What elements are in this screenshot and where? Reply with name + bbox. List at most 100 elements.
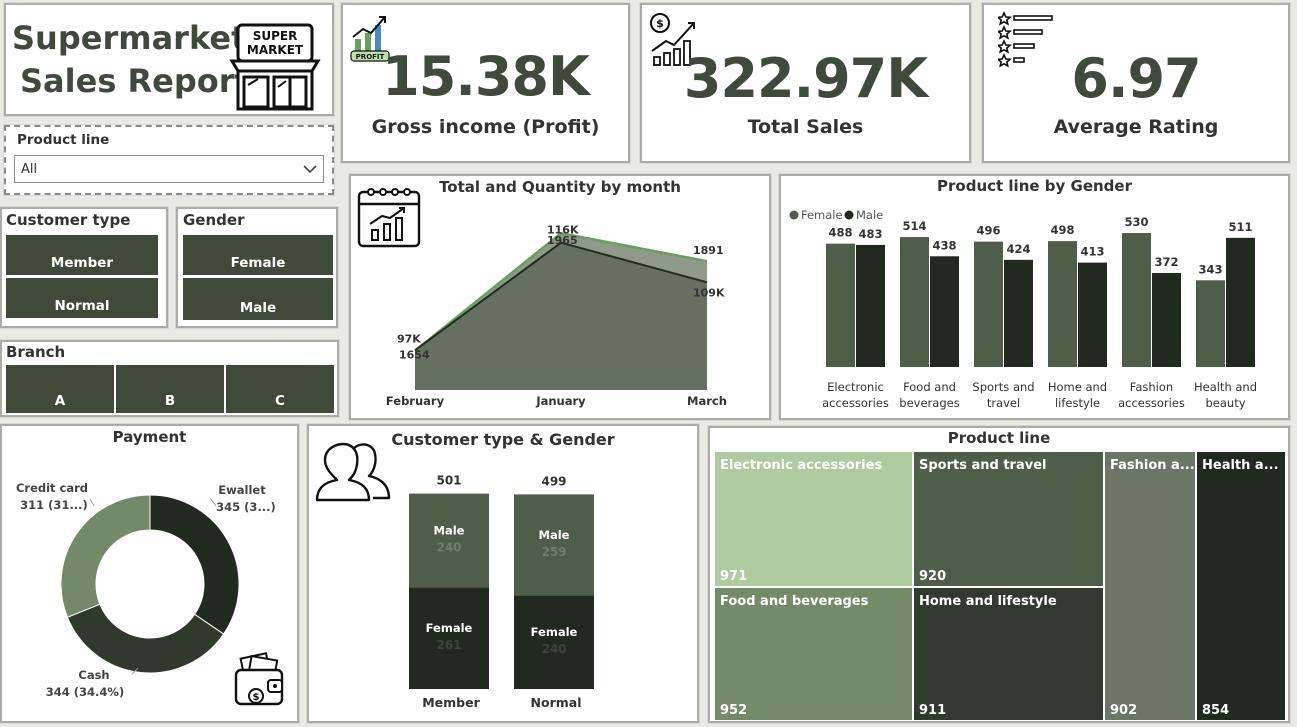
gender-bar bbox=[974, 241, 1003, 367]
gender-bar bbox=[1226, 237, 1255, 367]
report-title-line2: Sales Report bbox=[20, 62, 250, 101]
treemap-tile[interactable]: Health a... 854 bbox=[1197, 452, 1285, 720]
report-title-line1: Supermarket bbox=[12, 19, 247, 57]
gender-bar bbox=[1152, 272, 1181, 367]
stacked-bar-segment bbox=[409, 587, 489, 689]
treemap-tile[interactable]: Fashion a... 902 bbox=[1105, 452, 1195, 720]
product-line-slicer-title: Product line bbox=[17, 132, 110, 148]
average-rating-label: Average Rating bbox=[1053, 116, 1219, 138]
total-sales-value: 322.97K bbox=[683, 47, 928, 110]
gender-bar bbox=[1122, 233, 1151, 367]
bar-data-label: 413 bbox=[1080, 245, 1104, 259]
svg-text:MARKET: MARKET bbox=[247, 43, 304, 57]
treemap-tile[interactable]: Home and lifestyle 911 bbox=[914, 588, 1103, 720]
svg-text:$: $ bbox=[656, 17, 664, 30]
branch-option-a[interactable]: A bbox=[6, 365, 114, 413]
customer-type-option-normal[interactable]: Normal bbox=[6, 278, 158, 318]
chevron-down-icon bbox=[303, 165, 317, 174]
segment-value-label: 259 bbox=[541, 545, 566, 559]
segment-series-label: Male bbox=[539, 528, 570, 542]
segment-value-label: 240 bbox=[436, 540, 461, 554]
leader-line bbox=[209, 497, 217, 507]
total-data-label: 97K bbox=[397, 332, 421, 345]
product-line-treemap: Product line Electronic accessories 971 Fo… bbox=[708, 426, 1290, 723]
sales-growth-icon: $ bbox=[650, 13, 695, 66]
payment-title: Payment bbox=[112, 428, 187, 446]
category-tick-label: travel bbox=[987, 396, 1020, 410]
product-line-selected-value: All bbox=[21, 162, 38, 177]
treemap-tile-value: 971 bbox=[720, 569, 748, 584]
stacked-bar-segment bbox=[514, 494, 594, 596]
customer-gender-plot: Female 261 Male 240 501 Member Female 240 Male 25… bbox=[409, 474, 594, 710]
kpi-card-total-sales: $ 322.97K Total Sales bbox=[640, 3, 971, 163]
quantity-data-label: 1891 bbox=[693, 244, 724, 257]
payment-slice bbox=[60, 494, 151, 618]
segment-series-label: Male bbox=[434, 523, 465, 537]
quantity-data-label: 1965 bbox=[547, 234, 578, 247]
gender-bar bbox=[900, 237, 929, 367]
treemap-tile-label: Home and lifestyle bbox=[919, 594, 1057, 609]
treemap-tile[interactable]: Electronic accessories 971 bbox=[715, 452, 912, 586]
month-area-chart: Total and Quantity by month 97K 1654 Febru… bbox=[349, 174, 771, 420]
category-tick-label: accessories bbox=[1118, 396, 1185, 410]
gender-bar bbox=[1196, 280, 1225, 367]
segment-value-label: 240 bbox=[541, 642, 566, 656]
report-title: Supermarket Sales Report bbox=[12, 17, 250, 103]
payment-slice-value: 345 (3...) bbox=[216, 500, 276, 514]
treemap-tile-value: 911 bbox=[919, 703, 947, 718]
payment-slice-value: 311 (31...) bbox=[20, 498, 88, 512]
payment-slice-label: Credit card bbox=[16, 481, 88, 495]
treemap-tile[interactable]: Sports and travel 920 bbox=[914, 452, 1103, 586]
customer-type-tick-label: Normal bbox=[531, 695, 582, 710]
payment-slice-value: 344 (34.4%) bbox=[46, 685, 124, 699]
payment-donut-chart: Payment Ewallet 345 (3...) Cash 344 (34.4%)… bbox=[0, 424, 299, 723]
gender-option-female[interactable]: Female bbox=[183, 235, 333, 275]
customer-type-tick-label: Member bbox=[422, 695, 480, 710]
legend-label: Male bbox=[856, 208, 883, 222]
gender-product-title: Product line by Gender bbox=[937, 177, 1132, 195]
branch-option-c[interactable]: C bbox=[226, 365, 334, 413]
treemap-tile-value: 952 bbox=[720, 703, 748, 718]
category-tick-label: Home and bbox=[1048, 380, 1107, 394]
gender-bar bbox=[826, 243, 855, 367]
legend-label: Female bbox=[801, 208, 843, 222]
product-line-dropdown[interactable]: All bbox=[14, 155, 324, 183]
category-tick-label: Fashion bbox=[1130, 380, 1173, 394]
gender-bar bbox=[930, 256, 959, 367]
svg-text:$: $ bbox=[253, 692, 260, 703]
treemap-area: Electronic accessories 971 Food and bevera… bbox=[715, 452, 1285, 720]
gender-bar bbox=[1048, 241, 1077, 367]
svg-text:PROFIT: PROFIT bbox=[356, 53, 385, 61]
treemap-tile-value: 854 bbox=[1202, 703, 1230, 718]
leader-line bbox=[131, 667, 139, 675]
gender-bar bbox=[1078, 262, 1107, 367]
total-data-label: 116K bbox=[547, 224, 579, 237]
branch-slicer-title: Branch bbox=[6, 343, 66, 361]
bar-data-label: 498 bbox=[1050, 223, 1074, 237]
total-data-label: 109K bbox=[693, 286, 725, 299]
wallet-icon: $ bbox=[234, 652, 284, 706]
report-title-card: Supermarket Sales Report SUPER MARKET bbox=[4, 3, 334, 116]
month-tick-label: January bbox=[535, 394, 586, 408]
gender-option-male[interactable]: Male bbox=[183, 278, 333, 320]
treemap-tile-value: 902 bbox=[1110, 703, 1138, 718]
gender-slicer: Gender Female Male bbox=[176, 207, 338, 328]
legend-marker bbox=[844, 210, 854, 220]
total-sales-label: Total Sales bbox=[747, 116, 864, 138]
calendar-growth-icon bbox=[357, 188, 421, 248]
bar-data-label: 483 bbox=[858, 227, 882, 241]
gender-product-plot: Female Male 488 483 Electronic accessories 514… bbox=[789, 208, 1257, 410]
customer-type-option-member[interactable]: Member bbox=[6, 235, 158, 275]
branch-slicer: Branch A B C bbox=[0, 340, 339, 417]
gender-bar bbox=[856, 244, 885, 367]
month-tick-label: March bbox=[687, 394, 727, 408]
treemap-tile[interactable]: Food and beverages 952 bbox=[715, 588, 912, 720]
bar-data-label: 530 bbox=[1124, 215, 1148, 229]
payment-slice-label: Cash bbox=[78, 668, 109, 682]
stack-total-label: 501 bbox=[436, 474, 461, 488]
people-icon bbox=[315, 442, 391, 502]
treemap-tile-label: Fashion a... bbox=[1110, 458, 1195, 473]
category-tick-label: beauty bbox=[1205, 396, 1245, 410]
branch-option-b[interactable]: B bbox=[116, 365, 224, 413]
